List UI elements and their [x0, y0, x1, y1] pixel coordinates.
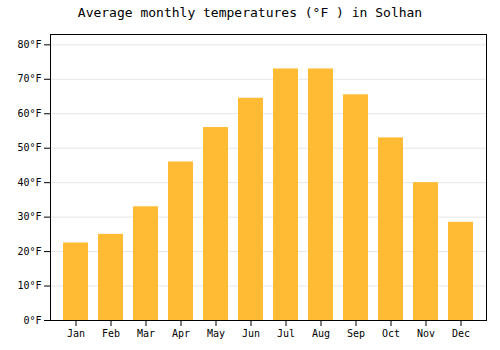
svg-text:Aug: Aug — [312, 328, 330, 339]
svg-text:10°F: 10°F — [17, 280, 41, 291]
svg-text:Oct: Oct — [382, 328, 400, 339]
svg-text:May: May — [207, 328, 225, 339]
svg-text:50°F: 50°F — [17, 142, 41, 153]
svg-text:Apr: Apr — [172, 328, 190, 339]
svg-text:Jan: Jan — [67, 328, 85, 339]
svg-text:Jun: Jun — [242, 328, 260, 339]
svg-text:Feb: Feb — [102, 328, 120, 339]
svg-text:30°F: 30°F — [17, 211, 41, 222]
svg-text:Dec: Dec — [452, 328, 470, 339]
svg-text:Jul: Jul — [277, 328, 295, 339]
svg-text:80°F: 80°F — [17, 39, 41, 50]
svg-text:20°F: 20°F — [17, 246, 41, 257]
svg-text:40°F: 40°F — [17, 177, 41, 188]
svg-text:70°F: 70°F — [17, 73, 41, 84]
svg-text:Nov: Nov — [417, 328, 435, 339]
svg-text:Sep: Sep — [347, 328, 365, 339]
svg-text:60°F: 60°F — [17, 108, 41, 119]
svg-text:0°F: 0°F — [23, 315, 41, 326]
html-text:Average monthly temperatures (: Average monthly temperatures (°F ) in So… — [77, 5, 423, 20]
svg-text:Mar: Mar — [137, 328, 155, 339]
